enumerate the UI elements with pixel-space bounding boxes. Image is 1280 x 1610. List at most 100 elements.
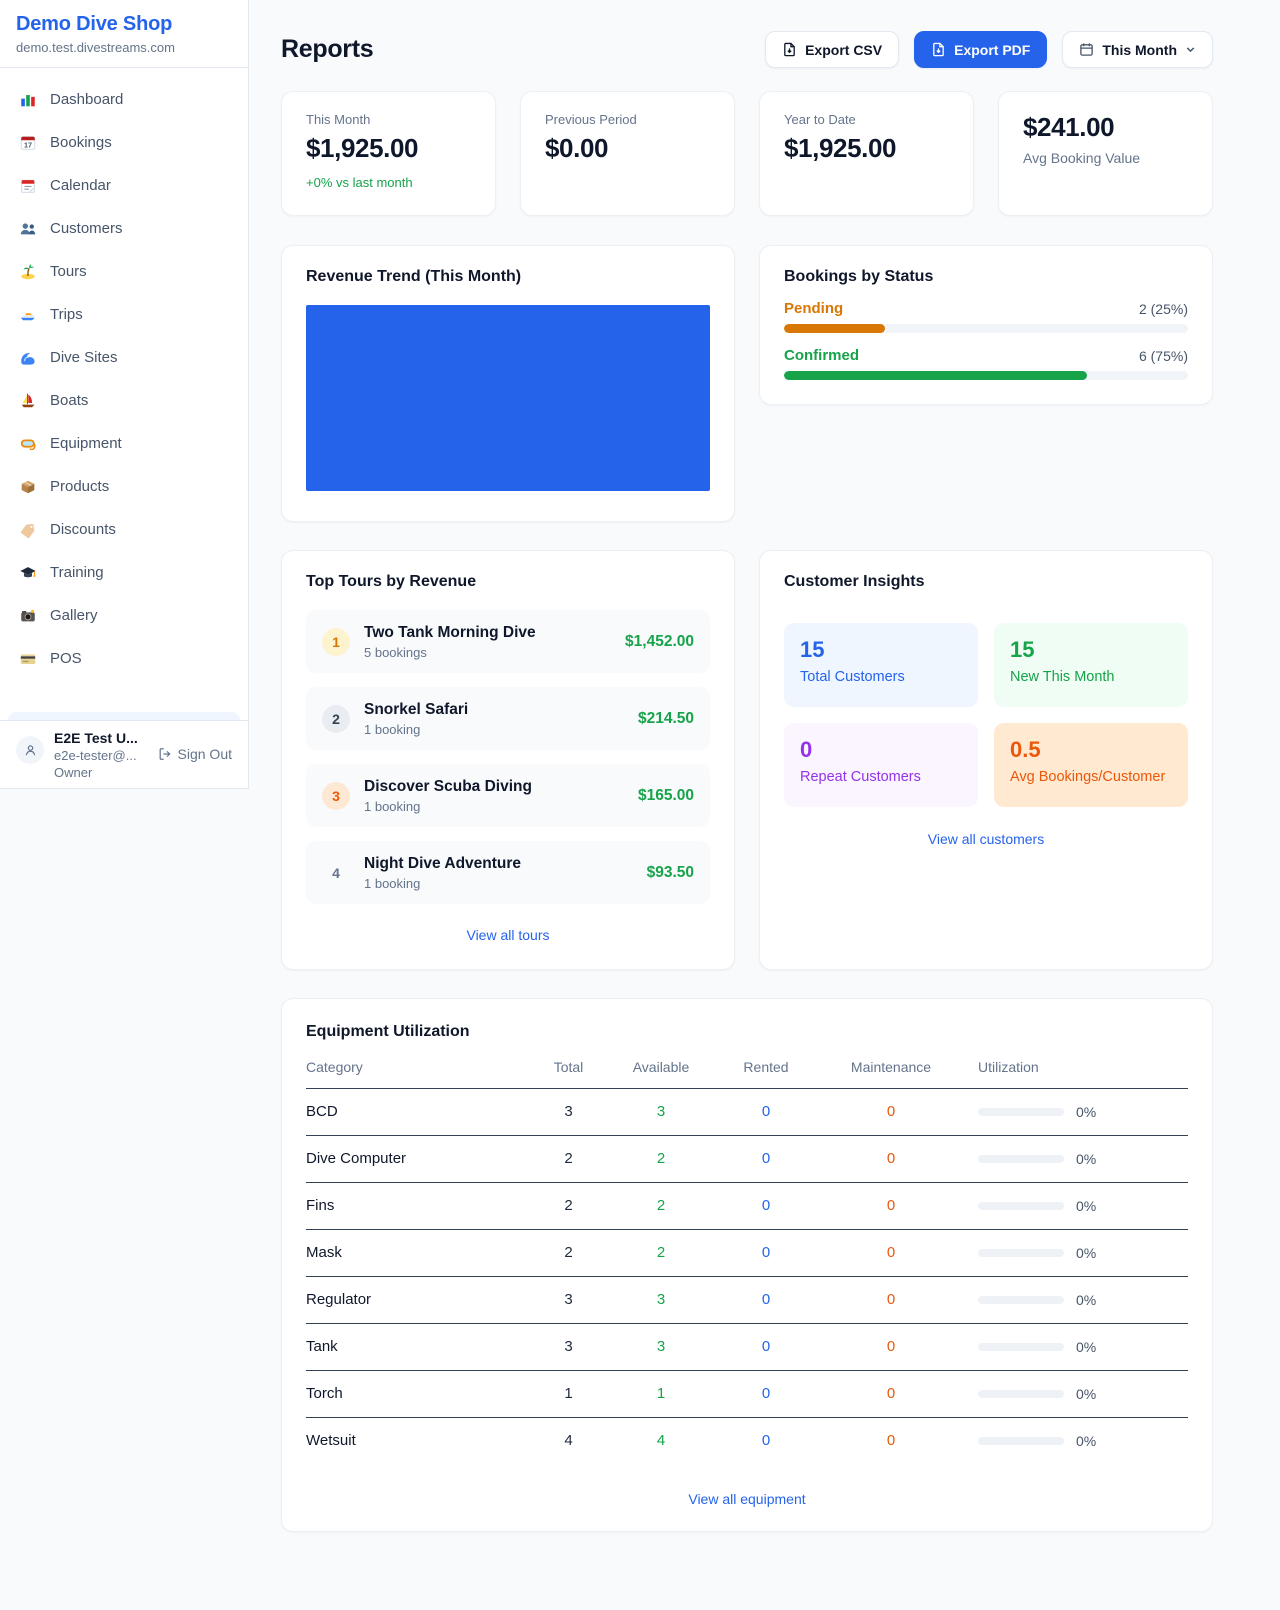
view-all-equipment-link[interactable]: View all equipment [688,1491,806,1507]
export-pdf-button[interactable]: Export PDF [914,31,1048,68]
stat-card-year-to-date: Year to Date $1,925.00 [759,91,974,216]
camera-icon [18,606,37,625]
cell-category: Dive Computer [306,1150,407,1167]
equipment-utilization-title: Equipment Utilization [306,1023,470,1040]
sidebar-item-dashboard[interactable]: Dashboard [8,78,240,121]
sidebar-item-gallery[interactable]: Gallery [8,594,240,637]
tour-name: Two Tank Morning Dive [364,623,536,641]
sidebar-item-pos[interactable]: POS [8,637,240,680]
shop-name: Demo Dive Shop [16,13,173,35]
cell-maintenance: 0 [886,1103,896,1120]
stat-value: $1,925.00 [784,133,897,163]
stat-card-this-month: This Month $1,925.00 +0% vs last month [281,91,496,216]
user-box: E2E Test U... e2e-tester@... Owner Sign … [0,720,248,788]
tour-name: Snorkel Safari [364,700,469,718]
table-row: Tank 3 3 0 0 0% [306,1324,1188,1371]
status-row-pending: Pending 2 (25%) [784,300,1188,333]
export-pdf-label: Export PDF [954,41,1031,58]
sidebar-item-reports-partial[interactable] [8,712,240,720]
view-all-tours-link[interactable]: View all tours [466,927,550,943]
sidebar-item-tours[interactable]: Tours [8,250,240,293]
sidebar-item-calendar[interactable]: Calendar [8,164,240,207]
sidebar-item-customers[interactable]: Customers [8,207,240,250]
tear-off-calendar-icon [18,176,37,195]
table-row: Mask 2 2 0 0 0% [306,1230,1188,1277]
revenue-trend-title: Revenue Trend (This Month) [306,268,522,285]
customer-insights-title: Customer Insights [784,573,925,590]
sidebar-item-products[interactable]: Products [8,465,240,508]
sidebar-item-bookings[interactable]: 17 Bookings [8,121,240,164]
sidebar-item-label: Trips [50,306,83,323]
user-role: Owner [54,765,93,780]
sidebar-item-label: Discounts [50,521,116,538]
utilization-track [978,1389,1064,1398]
status-label: Pending [784,300,844,317]
svg-text:17: 17 [24,140,32,149]
insight-repeat-customers: 0 Repeat Customers [784,723,978,807]
calendar-date-icon: 17 [18,133,37,152]
tour-row: 4 Night Dive Adventure 1 booking $93.50 [306,841,710,904]
equipment-table: Category Total Available Rented Maintena… [306,1059,1188,1464]
cell-available: 2 [656,1197,666,1214]
table-row: Torch 1 1 0 0 0% [306,1371,1188,1418]
credit-card-icon [18,649,37,668]
equipment-utilization-card: Equipment Utilization Category Total Ava… [281,998,1213,1532]
tour-row: 2 Snorkel Safari 1 booking $214.50 [306,687,710,750]
cell-maintenance: 0 [886,1385,896,1402]
sidebar-item-label: Products [50,478,110,495]
cell-total: 4 [564,1432,573,1449]
label-tag-icon [18,520,37,539]
sidebar-item-discounts[interactable]: Discounts [8,508,240,551]
stat-value: $0.00 [545,133,609,163]
col-utilization: Utilization [978,1059,1039,1075]
sidebar-item-training[interactable]: Training [8,551,240,594]
sign-out-button[interactable]: Sign Out [158,746,232,762]
view-all-customers-link[interactable]: View all customers [927,831,1045,847]
sidebar-nav: Dashboard 17 Bookings Calendar Customers… [0,68,248,720]
period-dropdown[interactable]: This Month [1062,31,1213,68]
progress-track [784,324,1188,333]
table-row: Dive Computer 2 2 0 0 0% [306,1136,1188,1183]
sidebar-item-equipment[interactable]: Equipment [8,422,240,465]
insight-new-this-month: 15 New This Month [994,623,1188,707]
sailboat-icon [18,391,37,410]
user-name: E2E Test U... [54,730,138,746]
utilization-track [978,1342,1064,1351]
logout-icon [158,747,172,761]
package-icon [18,477,37,496]
tour-bookings: 1 booking [364,875,421,891]
sidebar-item-dive-sites[interactable]: Dive Sites [8,336,240,379]
stats-row: This Month $1,925.00 +0% vs last month P… [281,91,1213,216]
page-title: Reports [281,35,374,63]
sign-out-label: Sign Out [177,746,232,762]
cell-maintenance: 0 [886,1432,896,1449]
cell-total: 2 [564,1197,573,1214]
sidebar-item-boats[interactable]: Boats [8,379,240,422]
sidebar-item-label: Customers [50,220,123,237]
cell-utilization: 0% [956,1292,1188,1308]
bookings-by-status-card: Bookings by Status Pending 2 (25%) Confi… [759,245,1213,405]
stat-label: Year to Date [784,112,856,127]
tour-row: 3 Discover Scuba Diving 1 booking $165.0… [306,764,710,827]
tour-name: Discover Scuba Diving [364,777,532,795]
top-tours-card: Top Tours by Revenue 1 Two Tank Morning … [281,550,735,970]
cell-maintenance: 0 [886,1291,896,1308]
insight-avg-bookings: 0.5 Avg Bookings/Customer [994,723,1188,807]
utilization-track [978,1107,1064,1116]
rank-badge: 1 [322,627,350,656]
file-download-icon [782,42,797,57]
utilization-track [978,1295,1064,1304]
cell-total: 2 [564,1244,573,1261]
revenue-trend-chart [306,305,710,491]
sidebar-item-trips[interactable]: Trips [8,293,240,336]
rank-badge: 2 [322,704,350,733]
table-row: Wetsuit 4 4 0 0 0% [306,1418,1188,1464]
utilization-label: 0% [1076,1291,1097,1308]
shop-domain: demo.test.divestreams.com [16,40,175,55]
revenue-trend-card: Revenue Trend (This Month) [281,245,735,522]
stat-label: Avg Booking Value [1023,150,1141,166]
export-csv-button[interactable]: Export CSV [765,31,900,68]
speedboat-icon [18,305,37,324]
cell-rented: 0 [761,1197,771,1214]
cell-category: BCD [306,1103,338,1120]
